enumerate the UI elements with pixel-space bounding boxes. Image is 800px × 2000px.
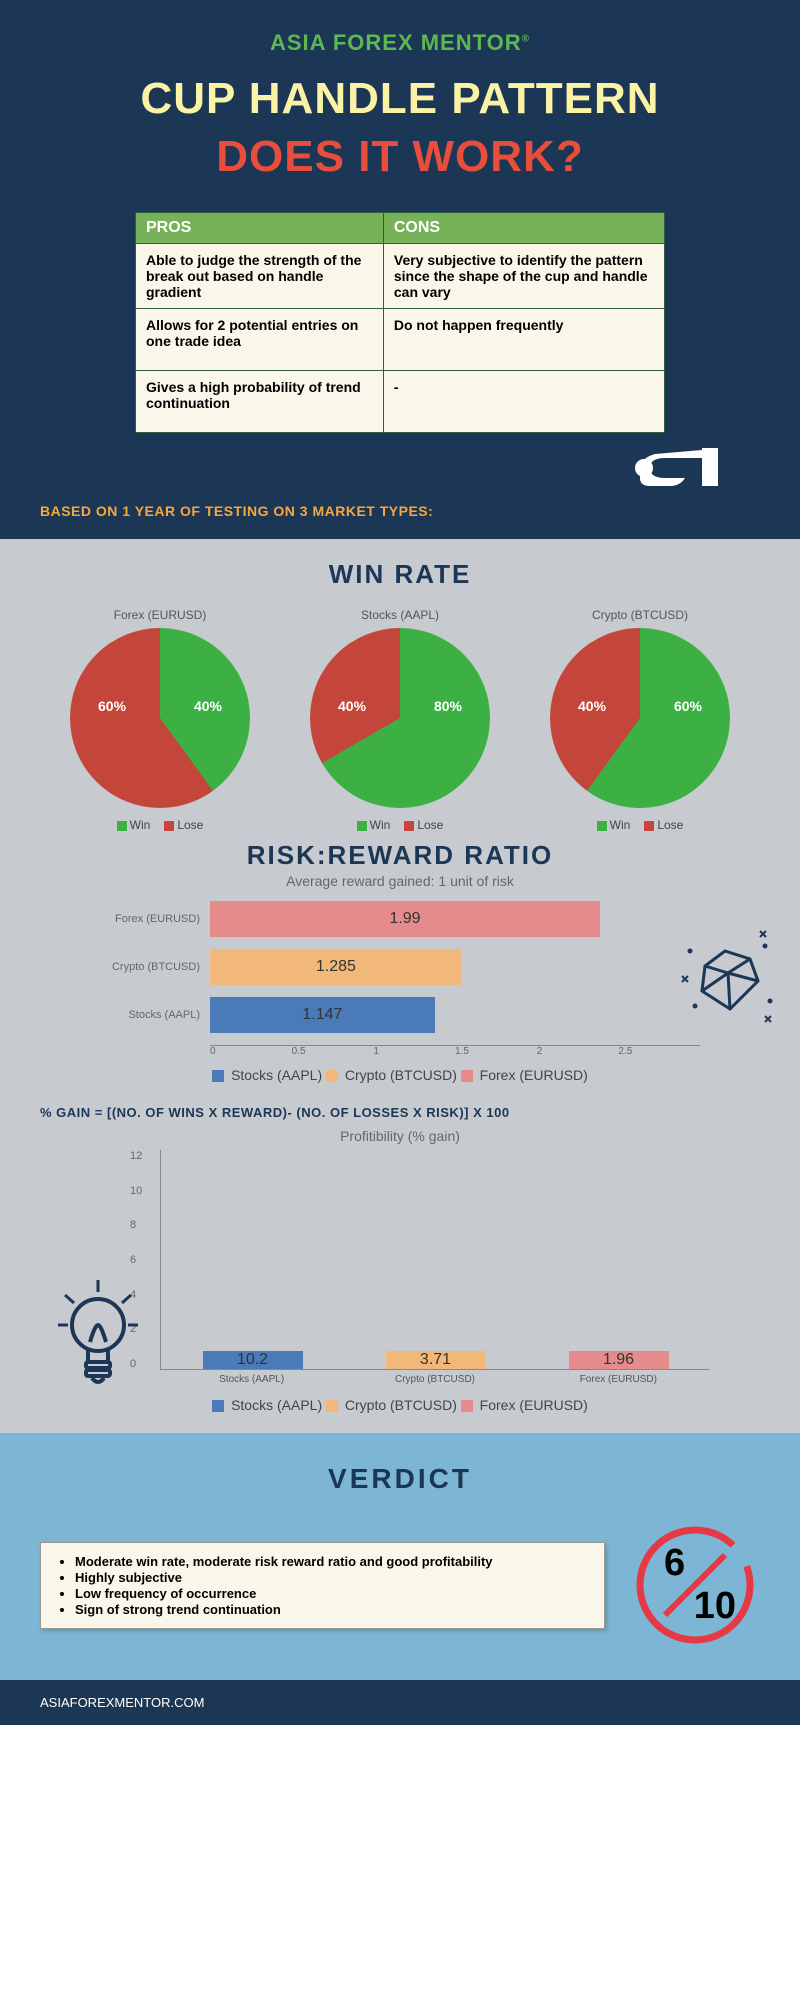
hbar-fill: 1.99	[210, 901, 600, 937]
footer: ASIAFOREXMENTOR.COM	[0, 1680, 800, 1725]
brand-text: ASIA FOREX MENTOR	[270, 30, 522, 55]
lose-pct: 60%	[98, 698, 126, 714]
table-cell: Do not happen frequently	[383, 309, 664, 371]
pie-chart: Forex (EURUSD) 40% 60% Win Lose	[70, 608, 250, 832]
hand-icon	[40, 438, 720, 498]
header-section: ASIA FOREX MENTOR® CUP HANDLE PATTERN DO…	[0, 0, 800, 539]
title-line2: DOES IT WORK?	[40, 132, 760, 182]
vbar-fill: 3.71	[386, 1351, 486, 1369]
charts-section: WIN RATE Forex (EURUSD) 40% 60% Win Lose…	[0, 539, 800, 1433]
pros-cons-table: PROS CONS Able to judge the strength of …	[135, 212, 665, 433]
risk-reward-subtitle: Average reward gained: 1 unit of risk	[40, 873, 760, 889]
vbar-fill: 1.96	[569, 1351, 669, 1369]
hbar-row: Stocks (AAPL) 1.147	[100, 997, 700, 1033]
hbar-track: 1.99	[210, 901, 700, 937]
pie-chart: Crypto (BTCUSD) 60% 40% Win Lose	[550, 608, 730, 832]
verdict-list: Moderate win rate, moderate risk reward …	[57, 1554, 588, 1617]
hbar-fill: 1.147	[210, 997, 435, 1033]
x-axis-labels: Stocks (AAPL)Crypto (BTCUSD)Forex (EURUS…	[160, 1370, 710, 1385]
win-rate-title: WIN RATE	[40, 559, 760, 590]
pie-label: Stocks (AAPL)	[310, 608, 490, 622]
vbar: 10.2	[161, 1351, 344, 1369]
verdict-section: VERDICT Moderate win rate, moderate risk…	[0, 1433, 800, 1680]
table-cell: -	[383, 371, 664, 433]
verdict-bullet: Highly subjective	[75, 1570, 588, 1585]
h-axis: 00.511.522.5	[210, 1045, 700, 1057]
pie-legend: Win Lose	[550, 818, 730, 832]
table-cell: Very subjective to identify the pattern …	[383, 244, 664, 309]
score-numerator: 6	[664, 1542, 685, 1585]
verdict-box: Moderate win rate, moderate risk reward …	[40, 1542, 605, 1629]
table-cell: Gives a high probability of trend contin…	[136, 371, 384, 433]
basis-text: BASED ON 1 YEAR OF TESTING ON 3 MARKET T…	[40, 503, 760, 519]
lose-pct: 40%	[338, 698, 366, 714]
vbar-fill: 10.2	[203, 1351, 303, 1369]
hbar-track: 1.285	[210, 949, 700, 985]
hbar-row: Crypto (BTCUSD) 1.285	[100, 949, 700, 985]
profitability-title: Profitibility (% gain)	[40, 1128, 760, 1144]
hbar-category: Stocks (AAPL)	[100, 1009, 210, 1021]
verdict-bullet: Sign of strong trend continuation	[75, 1602, 588, 1617]
verdict-score: 6 10	[630, 1520, 760, 1650]
profitability-legend: Stocks (AAPL) Crypto (BTCUSD) Forex (EUR…	[40, 1397, 760, 1413]
pie-graphic: 60% 40%	[550, 628, 730, 808]
risk-reward-bars: Forex (EURUSD) 1.99 Crypto (BTCUSD) 1.28…	[100, 901, 700, 1057]
vbar: 1.96	[527, 1351, 710, 1369]
lose-pct: 40%	[578, 698, 606, 714]
win-pct: 80%	[434, 698, 462, 714]
title-line1: CUP HANDLE PATTERN	[40, 74, 760, 124]
lightbulb-icon	[50, 1270, 145, 1395]
hbar-category: Crypto (BTCUSD)	[100, 961, 210, 973]
vbar: 3.71	[344, 1351, 527, 1369]
pros-header: PROS	[136, 213, 384, 244]
pie-label: Crypto (BTCUSD)	[550, 608, 730, 622]
table-cell: Able to judge the strength of the break …	[136, 244, 384, 309]
hbar-track: 1.147	[210, 997, 700, 1033]
pie-legend: Win Lose	[70, 818, 250, 832]
footer-text: ASIAFOREXMENTOR.COM	[40, 1695, 204, 1710]
win-pct: 40%	[194, 698, 222, 714]
pie-label: Forex (EURUSD)	[70, 608, 250, 622]
pie-legend: Win Lose	[310, 818, 490, 832]
risk-reward-title: RISK:REWARD RATIO	[40, 840, 760, 871]
win-pct: 60%	[674, 698, 702, 714]
hbar-fill: 1.285	[210, 949, 462, 985]
profitability-chart: 121086420 10.23.711.96 Stocks (AAPL)Cryp…	[160, 1150, 710, 1385]
score-denominator: 10	[694, 1585, 736, 1628]
diamond-icon	[670, 921, 780, 1036]
pie-charts-row: Forex (EURUSD) 40% 60% Win Lose Stocks (…	[40, 608, 760, 832]
pie-graphic: 40% 60%	[70, 628, 250, 808]
hbar-category: Forex (EURUSD)	[100, 913, 210, 925]
risk-reward-legend: Stocks (AAPL) Crypto (BTCUSD) Forex (EUR…	[40, 1067, 760, 1083]
verdict-title: VERDICT	[40, 1463, 760, 1495]
hbar-row: Forex (EURUSD) 1.99	[100, 901, 700, 937]
brand: ASIA FOREX MENTOR®	[40, 30, 760, 56]
profitability-bars: 10.2 3.71 1.96	[160, 1150, 710, 1370]
pie-graphic: 80% 40%	[310, 628, 490, 808]
cons-header: CONS	[383, 213, 664, 244]
table-cell: Allows for 2 potential entries on one tr…	[136, 309, 384, 371]
gain-formula: % GAIN = [(NO. OF WINS X REWARD)- (NO. O…	[40, 1105, 760, 1120]
pie-chart: Stocks (AAPL) 80% 40% Win Lose	[310, 608, 490, 832]
verdict-bullet: Low frequency of occurrence	[75, 1586, 588, 1601]
verdict-bullet: Moderate win rate, moderate risk reward …	[75, 1554, 588, 1569]
